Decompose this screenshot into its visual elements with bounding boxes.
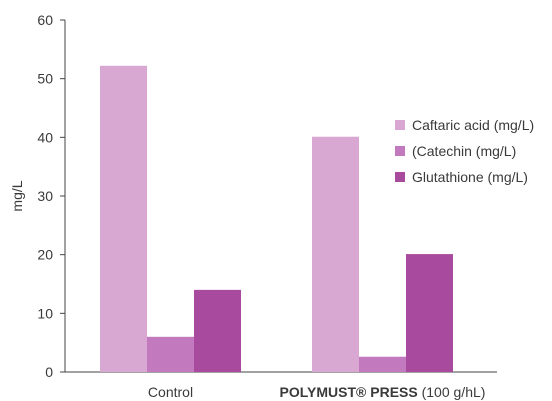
- y-tick-label: 60: [37, 12, 53, 28]
- bar: [100, 65, 147, 372]
- legend-label: Caftaric acid (mg/L): [412, 117, 534, 133]
- y-axis-title: mg/L: [9, 180, 25, 211]
- bar: [147, 336, 194, 372]
- x-tick-label: POLYMUST® PRESS (100 g/hL): [280, 384, 486, 400]
- x-tick-label-normal: Control: [148, 384, 193, 400]
- bar: [194, 289, 241, 372]
- y-tick-label: 30: [37, 188, 53, 204]
- y-tick-label: 0: [45, 364, 53, 380]
- y-tick-label: 10: [37, 305, 53, 321]
- bar: [359, 356, 406, 372]
- x-axis: Control POLYMUST® PRESS (100 g/hL): [65, 371, 497, 400]
- bar: [406, 254, 453, 372]
- legend: Caftaric acid (mg/L) (Catechin (mg/L) Glut…: [395, 117, 534, 185]
- x-tick-label-normal: (100 g/hL): [418, 384, 486, 400]
- legend-label: (Catechin (mg/L): [412, 143, 516, 159]
- y-tick-label: 40: [37, 129, 53, 145]
- y-tick-label: 50: [37, 71, 53, 87]
- y-tick-label: 20: [37, 247, 53, 263]
- legend-swatch: [395, 172, 405, 182]
- bars: [100, 65, 453, 372]
- bar: [312, 136, 359, 372]
- x-tick-label-bold: POLYMUST® PRESS: [280, 384, 418, 400]
- legend-swatch: [395, 120, 405, 130]
- x-tick-label: Control: [148, 384, 193, 400]
- legend-swatch: [395, 146, 405, 156]
- y-axis: 0 10 20 30 40 50 60: [37, 12, 66, 380]
- legend-label: Glutathione (mg/L): [412, 169, 528, 185]
